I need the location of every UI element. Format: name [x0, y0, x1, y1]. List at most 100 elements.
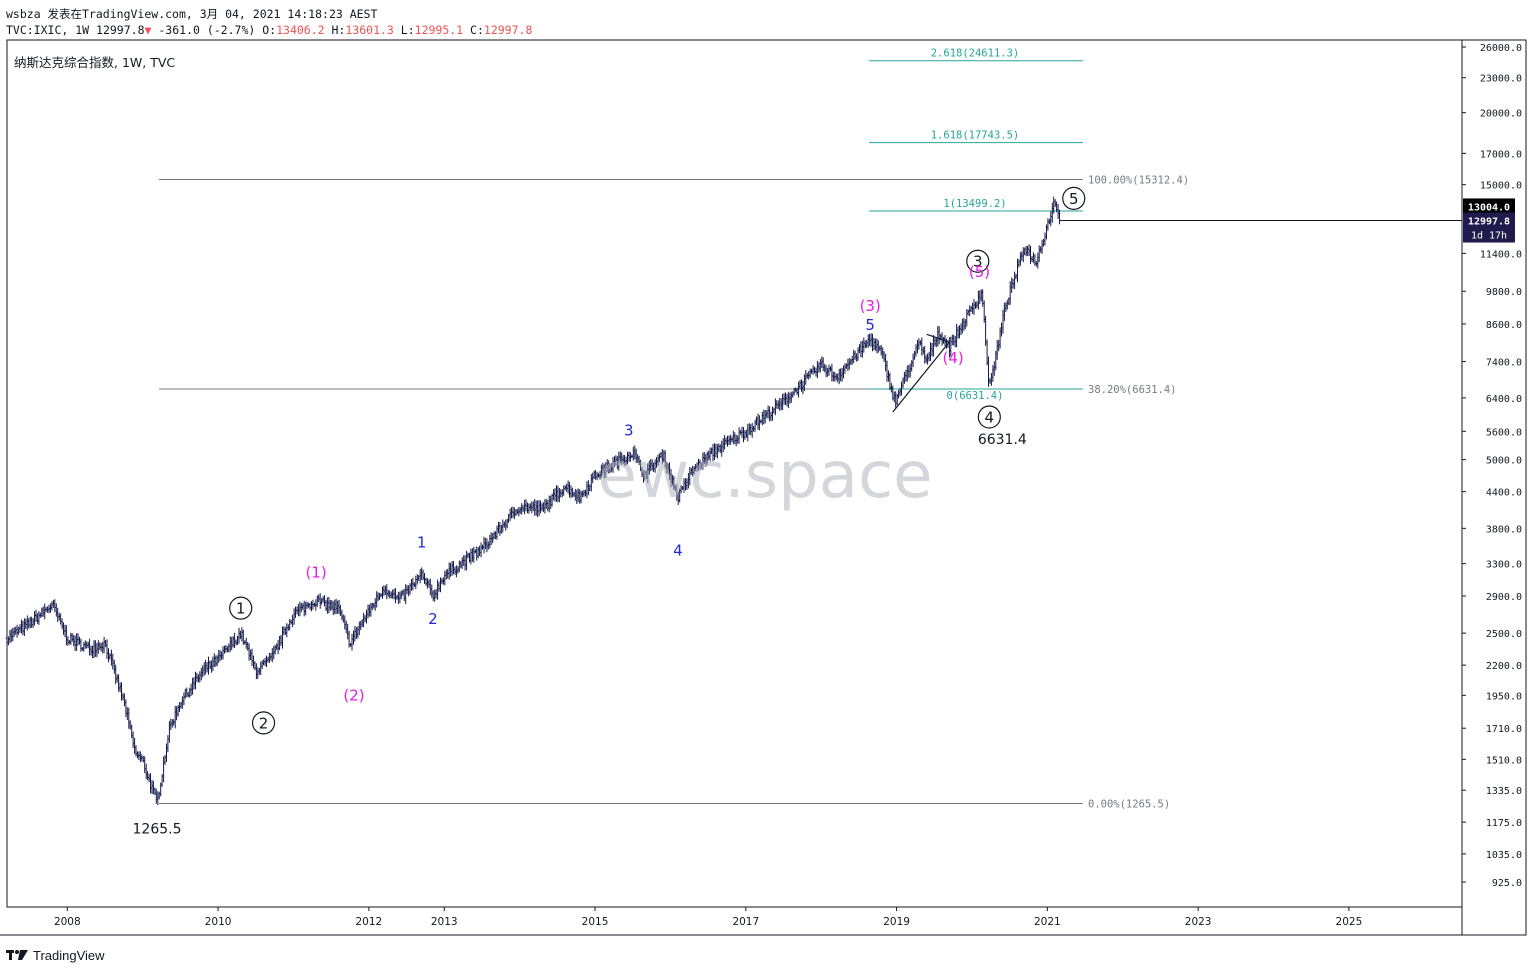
wave-label-magenta: (4): [943, 349, 964, 367]
last-price-tag-label: 12997.8: [1468, 217, 1510, 228]
high-label: H:: [331, 23, 346, 37]
y-tick-label: 8600.0: [1486, 320, 1522, 331]
fibonacci-levels: 0.00%(1265.5) 38.20%(6631.4) 100.00%(15312…: [159, 48, 1189, 811]
y-tick-label: 7400.0: [1486, 358, 1522, 369]
watermark: ewc.space: [598, 439, 933, 513]
y-tick-label: 1710.0: [1486, 724, 1522, 735]
close-value: 12997.8: [483, 23, 533, 37]
open-value: 13406.2: [276, 23, 325, 37]
y-tick-label: 5600.0: [1486, 427, 1522, 438]
change-value: -361.0 (-2.7%): [158, 23, 256, 37]
y-tick-label: 3300.0: [1486, 560, 1522, 571]
wave-label-blue: 5: [865, 316, 875, 334]
y-tick-label: 4400.0: [1486, 488, 1522, 499]
wave-label-magenta: (3): [860, 297, 881, 315]
high-value: 13601.3: [345, 23, 394, 37]
wave-label-blue: 4: [673, 541, 683, 559]
y-tick-label: 26000.0: [1480, 43, 1522, 54]
x-tick-label: 2010: [205, 916, 232, 928]
wave-label-circle: 5: [1069, 190, 1079, 208]
y-tick-label: 17000.0: [1480, 149, 1522, 160]
x-tick-label: 2019: [883, 916, 910, 928]
trendlines: [892, 333, 950, 413]
y-tick-label: 925.0: [1492, 878, 1522, 889]
price-bars: [5, 196, 1462, 806]
open-label: O:: [262, 23, 277, 37]
wave-circle-icon: [966, 249, 990, 273]
wave-labels: 1265.5 6631.4 1 2 3 4 5 (1) (2) (3) (4) (5) 1 2 3 4 5: [133, 186, 1086, 838]
y-tick-label: 9800.0: [1486, 287, 1522, 298]
y-tick-label: 3800.0: [1486, 524, 1522, 535]
wave-label-blue: 1: [417, 533, 427, 551]
x-tick-label: 2023: [1185, 916, 1212, 928]
price-low-label: 1265.5: [133, 822, 182, 838]
y-tick-label: 1510.0: [1486, 755, 1522, 766]
footer[interactable]: TradingView: [6, 944, 105, 966]
symbol: TVC:IXIC, 1W: [6, 23, 90, 37]
price-tags: 13004.0 12997.8 1d 17h: [1463, 198, 1515, 243]
fib-label: 1(13499.2): [943, 198, 1006, 210]
price-low-label: 6631.4: [978, 432, 1027, 448]
x-tick-label: 2021: [1034, 916, 1061, 928]
x-tick-label: 2025: [1336, 916, 1363, 928]
y-tick-label: 1335.0: [1486, 786, 1522, 797]
y-tick-label: 2900.0: [1486, 592, 1522, 603]
wave-label-magenta: (5): [969, 263, 990, 281]
y-tick-label: 5000.0: [1486, 456, 1522, 467]
chart-frame: [0, 39, 1527, 936]
publish-info: wsbza 发表在TradingView.com, 3月 04, 2021 14…: [6, 7, 378, 21]
wave-circle-icon: [1062, 186, 1086, 210]
low-label: L:: [400, 23, 415, 37]
y-tick-label: 11400.0: [1480, 249, 1522, 260]
fib-label: 0.00%(1265.5): [1088, 799, 1170, 811]
wave-label-magenta: (1): [305, 563, 326, 581]
chart-header: wsbza 发表在TradingView.com, 3月 04, 2021 14…: [6, 6, 532, 38]
fib-label: 2.618(24611.3): [931, 48, 1020, 60]
last-value: 12997.8: [96, 23, 145, 37]
wave-label-circle: 1: [236, 600, 246, 618]
low-value: 12995.1: [414, 23, 464, 37]
tradingview-logo-icon: [6, 950, 28, 960]
y-tick-label: 15000.0: [1480, 181, 1522, 192]
wave-circle-icon: [977, 405, 1001, 429]
y-tick-label: 20000.0: [1480, 109, 1522, 120]
high-price-tag: [1463, 198, 1515, 215]
x-tick-label: 2013: [431, 916, 458, 928]
y-tick-label: 1950.0: [1486, 691, 1522, 702]
x-tick-label: 2008: [54, 916, 81, 928]
fib-label: 0(6631.4): [947, 390, 1004, 402]
change-arrow-icon: ▼: [144, 23, 152, 37]
x-tick-label: 2017: [732, 916, 759, 928]
time-axis[interactable]: 2008 2010 2012 2013 2015 2017 2019 2021 2023 2025: [54, 907, 1362, 928]
legend-title: 纳斯达克综合指数, 1W, TVC: [14, 55, 175, 70]
ohlc-line: TVC:IXIC, 1W 12997.8▼ -361.0 (-2.7%) O:1…: [6, 22, 532, 38]
x-tick-label: 2012: [355, 916, 382, 928]
y-tick-label: 23000.0: [1480, 74, 1522, 85]
brand-name: TradingView: [33, 947, 105, 963]
wave-label-circle: 2: [259, 714, 269, 732]
y-tick-label: 2200.0: [1486, 661, 1522, 672]
last-price-tag: [1463, 212, 1515, 243]
wave-label-blue: 2: [428, 610, 438, 628]
y-tick-label: 2500.0: [1486, 629, 1522, 640]
high-price-tag-label: 13004.0: [1468, 202, 1510, 213]
price-axis[interactable]: 26000.0 23000.0 20000.0 17000.0 15000.0 11400…: [1462, 43, 1522, 889]
y-tick-label: 1035.0: [1486, 850, 1522, 861]
y-tick-label: 1175.0: [1486, 818, 1522, 829]
wave-label-magenta: (2): [343, 686, 364, 704]
fib-label: 1.618(17743.5): [931, 130, 1020, 142]
wave-label-circle: 3: [973, 253, 983, 271]
wave-label-circle: 4: [985, 408, 995, 426]
axis-box: [1461, 39, 1527, 936]
x-tick-label: 2015: [582, 916, 609, 928]
fib-label: 100.00%(15312.4): [1088, 175, 1189, 187]
close-label: C:: [470, 23, 484, 37]
fib-label: 38.20%(6631.4): [1088, 384, 1177, 396]
wave-circle-icon: [251, 711, 276, 735]
wave-circle-icon: [229, 596, 253, 620]
y-tick-label: 6400.0: [1486, 394, 1522, 405]
wave-label-blue: 3: [624, 421, 634, 439]
trendline: [892, 341, 950, 413]
ohlc-bars: [5, 196, 1061, 806]
